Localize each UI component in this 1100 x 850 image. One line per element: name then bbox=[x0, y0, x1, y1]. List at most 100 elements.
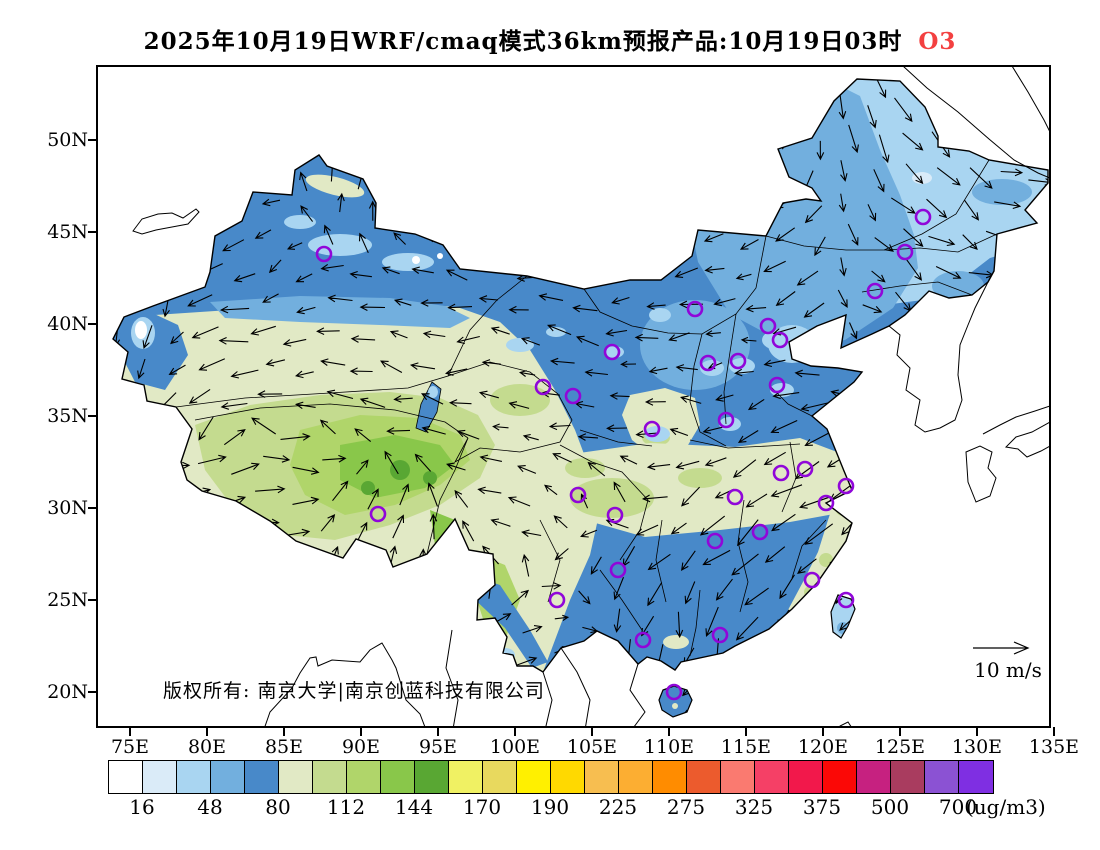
colorbar-cell bbox=[381, 761, 415, 793]
lon-tick-label: 120E bbox=[797, 736, 849, 758]
copyright-text: 版权所有: 南京大学|南京创蓝科技有限公司 bbox=[163, 680, 545, 702]
colorbar-cell bbox=[313, 761, 347, 793]
colorbar-cell bbox=[585, 761, 619, 793]
station-marker bbox=[729, 352, 747, 370]
colorbar-cell bbox=[619, 761, 653, 793]
coastline bbox=[560, 647, 591, 727]
colorbar-tick-value: 112 bbox=[326, 795, 366, 819]
station-marker bbox=[866, 282, 884, 300]
colorbar-tick-value: 190 bbox=[530, 795, 570, 819]
station-marker bbox=[603, 343, 621, 361]
station-marker bbox=[771, 331, 789, 349]
colorbar-tick-value: 80 bbox=[265, 795, 291, 819]
coastline bbox=[839, 721, 852, 727]
lon-tick-label: 85E bbox=[264, 736, 304, 758]
lon-tick-label: 125E bbox=[874, 736, 926, 758]
colorbar-cell bbox=[177, 761, 211, 793]
colorbar-cell bbox=[517, 761, 551, 793]
colorbar-cell bbox=[925, 761, 959, 793]
station-marker bbox=[686, 300, 704, 318]
lat-tick-label: 20N bbox=[47, 681, 88, 703]
lon-tick-label: 75E bbox=[110, 736, 150, 758]
coastline bbox=[264, 642, 426, 727]
colorbar-cell bbox=[687, 761, 721, 793]
station-marker bbox=[634, 631, 652, 649]
colorbar-tick-value: 170 bbox=[462, 795, 502, 819]
lon-tick-label: 130E bbox=[951, 736, 1003, 758]
station-marker bbox=[837, 477, 855, 495]
colorbar-cell bbox=[653, 761, 687, 793]
colorbar-cell bbox=[211, 761, 245, 793]
lon-tick-label: 110E bbox=[643, 736, 695, 758]
lat-tick-label: 40N bbox=[47, 313, 88, 335]
china-border bbox=[112, 78, 1049, 673]
station-marker bbox=[772, 464, 790, 482]
colorbar-cell bbox=[279, 761, 313, 793]
colorbar-cell bbox=[755, 761, 789, 793]
colorbar-tick-value: 16 bbox=[129, 795, 155, 819]
colorbar-cell bbox=[109, 761, 143, 793]
coastline bbox=[445, 629, 459, 727]
colorbar bbox=[108, 760, 994, 794]
colorbar-tick-value: 275 bbox=[666, 795, 706, 819]
colorbar-cell bbox=[143, 761, 177, 793]
station-marker bbox=[564, 387, 582, 405]
pollutant-label: O3 bbox=[918, 28, 957, 55]
station-marker bbox=[803, 571, 821, 589]
title-text: 2025年10月19日WRF/cmaq模式36km预报产品:10月19日03时 bbox=[143, 28, 903, 55]
station-marker bbox=[837, 591, 855, 609]
colorbar-cell bbox=[483, 761, 517, 793]
colorbar-cell bbox=[891, 761, 925, 793]
station-marker bbox=[569, 486, 587, 504]
station-marker bbox=[534, 378, 552, 396]
colorbar-cell bbox=[415, 761, 449, 793]
coastline bbox=[965, 445, 997, 503]
coastline bbox=[629, 663, 646, 727]
lon-tick-label: 115E bbox=[720, 736, 772, 758]
map-frame bbox=[96, 65, 1051, 728]
colorbar-tick-value: 225 bbox=[598, 795, 638, 819]
lat-tick-label: 45N bbox=[47, 221, 88, 243]
lat-tick-label: 30N bbox=[47, 497, 88, 519]
colorbar-cell bbox=[789, 761, 823, 793]
colorbar-cell bbox=[449, 761, 483, 793]
lon-tick-label: 90E bbox=[341, 736, 381, 758]
colorbar-cell bbox=[721, 761, 755, 793]
colorbar-cell bbox=[347, 761, 381, 793]
station-marker bbox=[896, 243, 914, 261]
station-marker bbox=[711, 626, 729, 644]
colorbar-tick-value: 375 bbox=[802, 795, 842, 819]
o3-filled-contours bbox=[113, 79, 1048, 717]
colorbar-cell bbox=[245, 761, 279, 793]
wind-reference-label: 10 m/s bbox=[974, 658, 1042, 682]
lon-tick-label: 105E bbox=[566, 736, 618, 758]
station-marker bbox=[817, 494, 835, 512]
colorbar-tick-value: 700 bbox=[938, 795, 978, 819]
lat-tick-label: 50N bbox=[47, 129, 88, 151]
coastline bbox=[888, 281, 989, 433]
colorbar-tick-value: 500 bbox=[870, 795, 910, 819]
coastline bbox=[1004, 421, 1050, 458]
lon-tick-label: 95E bbox=[418, 736, 458, 758]
lon-tick-label: 100E bbox=[489, 736, 541, 758]
colorbar-tick-value: 144 bbox=[394, 795, 434, 819]
colorbar-cell bbox=[959, 761, 993, 793]
station-marker bbox=[606, 506, 624, 524]
colorbar-unit: (ug/m3) bbox=[966, 795, 1046, 819]
station-marker bbox=[699, 354, 717, 372]
station-marker bbox=[548, 591, 566, 609]
station-marker bbox=[759, 317, 777, 335]
coastline bbox=[1011, 66, 1050, 133]
station-marker bbox=[369, 505, 387, 523]
station-marker bbox=[706, 532, 724, 550]
station-marker bbox=[751, 523, 769, 541]
wind-reference-arrow bbox=[973, 641, 1030, 655]
station-marker bbox=[717, 411, 735, 429]
page-title: 2025年10月19日WRF/cmaq模式36km预报产品:10月19日03时 O… bbox=[0, 22, 1100, 56]
coastline bbox=[982, 405, 1050, 435]
lat-tick-label: 25N bbox=[47, 589, 88, 611]
lon-tick-label: 135E bbox=[1028, 736, 1080, 758]
station-marker bbox=[796, 460, 814, 478]
